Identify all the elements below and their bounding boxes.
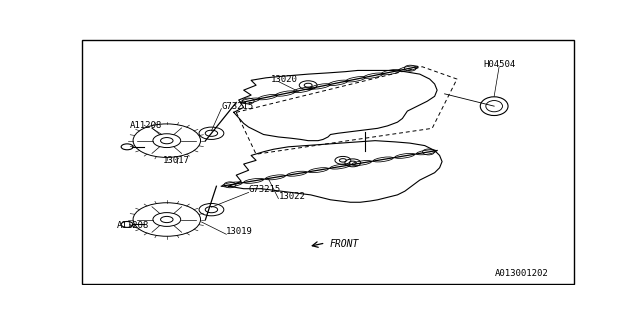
Text: 13017: 13017 (163, 156, 190, 165)
Text: 13020: 13020 (271, 75, 298, 84)
Text: A11208: A11208 (129, 121, 162, 130)
Text: 13019: 13019 (227, 227, 253, 236)
Text: H04504: H04504 (483, 60, 515, 69)
Text: A013001202: A013001202 (495, 269, 548, 278)
Text: FRONT: FRONT (330, 239, 359, 249)
Text: G73215: G73215 (249, 185, 281, 195)
Text: A11208: A11208 (117, 221, 150, 230)
Text: 13022: 13022 (278, 192, 305, 201)
Text: G73215: G73215 (221, 102, 253, 111)
